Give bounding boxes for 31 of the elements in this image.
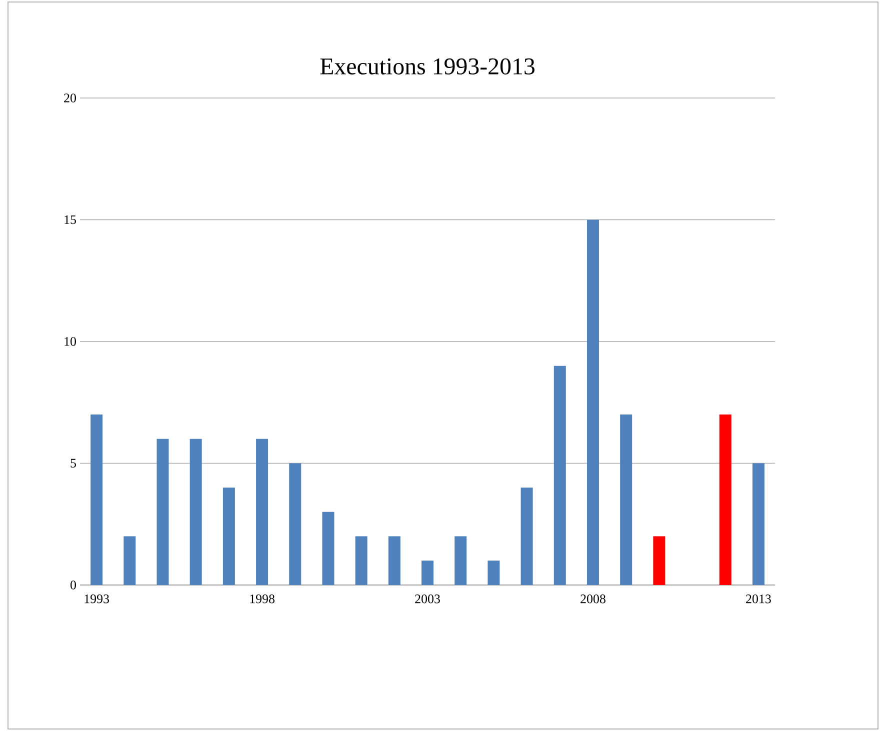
bar [190, 438, 202, 585]
y-tick-label: 20 [64, 94, 76, 102]
y-tick-label: 10 [64, 337, 76, 346]
x-tick-label: 1998 [250, 594, 274, 604]
bar [454, 536, 467, 585]
x-tick-label: 1993 [84, 594, 109, 604]
bar [620, 414, 632, 585]
chart-title: Executions 1993-2013 [320, 58, 534, 74]
y-tick-label: 5 [70, 458, 76, 468]
x-tick-label: 2013 [746, 594, 771, 604]
y-tick-label: 0 [70, 580, 76, 590]
bar [156, 438, 169, 585]
bar [422, 560, 434, 585]
bar [90, 414, 103, 585]
bar [586, 220, 599, 585]
bar [653, 536, 666, 585]
bar [222, 488, 235, 585]
bar [256, 438, 268, 585]
x-tick-label: 2008 [580, 594, 606, 604]
bar [554, 366, 566, 585]
bar [355, 536, 368, 585]
bar [322, 512, 334, 585]
bar [124, 536, 136, 585]
bar [719, 414, 732, 585]
x-tick-label: 2003 [415, 594, 440, 604]
bar [388, 536, 400, 585]
bar [520, 488, 533, 585]
bar [752, 463, 764, 585]
bar [488, 560, 500, 585]
y-tick-label: 15 [64, 215, 76, 224]
bar [289, 463, 302, 585]
